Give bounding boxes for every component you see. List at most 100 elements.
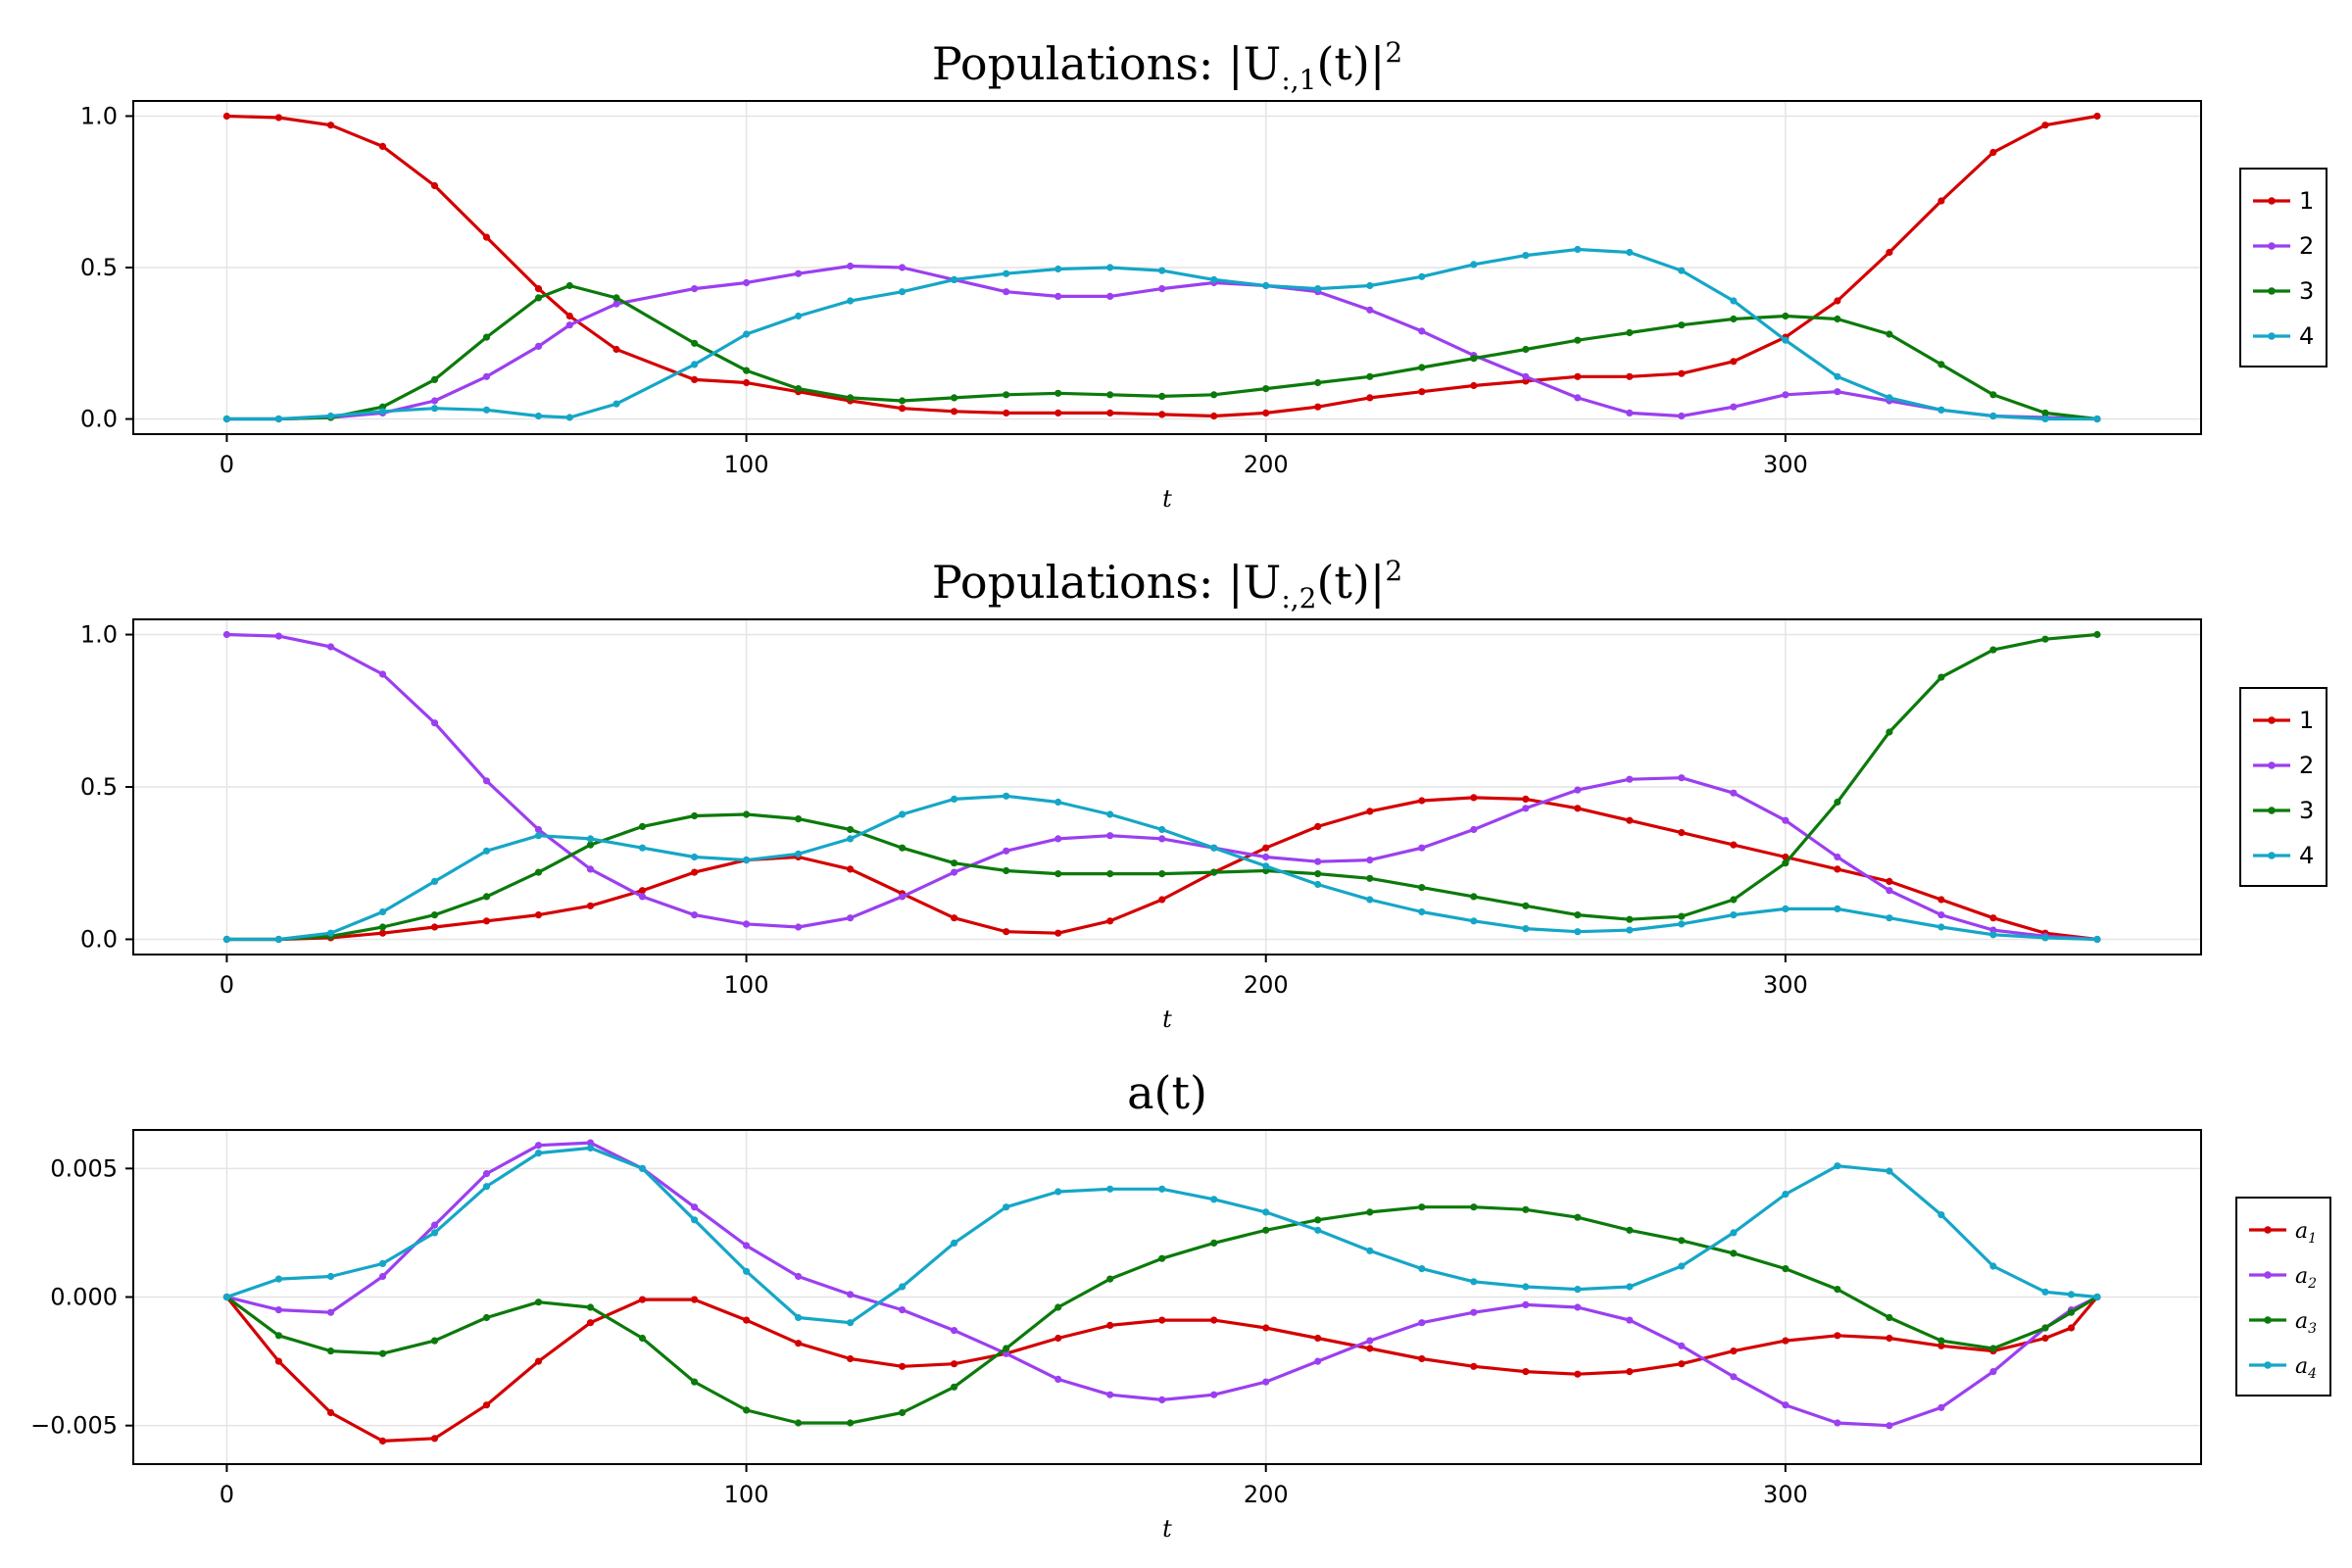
series-point	[951, 1239, 958, 1247]
series-point	[534, 285, 543, 293]
series-point	[1989, 148, 1997, 157]
series-point	[565, 414, 573, 421]
series-point	[222, 630, 230, 639]
series-point	[482, 406, 491, 414]
y-tick-label: 1.0	[80, 102, 118, 129]
series-point	[1158, 896, 1166, 904]
legend-label-4: 4	[2299, 322, 2314, 350]
series-point	[743, 367, 751, 374]
series-point	[326, 1308, 335, 1316]
series-point	[1626, 775, 1634, 783]
series-point	[482, 372, 491, 380]
y-tick-label: 0.005	[50, 1154, 118, 1182]
series-point	[1886, 330, 1893, 338]
series-point	[1937, 923, 1945, 931]
series-point	[482, 1183, 491, 1191]
series-point	[1937, 406, 1945, 414]
series-point	[1522, 345, 1530, 354]
series-point	[1210, 275, 1218, 283]
series-point	[1522, 252, 1530, 260]
series-point	[1574, 1370, 1582, 1378]
legend-label-2: a2	[2295, 1264, 2317, 1292]
series-point	[222, 935, 230, 944]
series-point	[691, 1378, 699, 1386]
series-point	[482, 1313, 491, 1322]
series-point	[1886, 1167, 1893, 1175]
series-point	[1626, 1368, 1634, 1376]
series-point	[1522, 1300, 1530, 1308]
series-point	[1886, 1422, 1893, 1430]
series-point	[2041, 1334, 2049, 1343]
series-point	[847, 394, 855, 402]
series-point	[1003, 1203, 1010, 1211]
series-point	[1834, 315, 1841, 323]
series-point	[1210, 1316, 1218, 1324]
series-point	[1678, 321, 1686, 329]
series-point	[1158, 1396, 1166, 1403]
series-point	[1210, 391, 1218, 399]
series-point	[1626, 816, 1634, 824]
series-point	[612, 300, 620, 308]
series-point	[1158, 285, 1166, 293]
series-point	[274, 1332, 282, 1340]
series-point	[2067, 1324, 2076, 1332]
series-point	[638, 887, 647, 895]
legend-marker	[2264, 1271, 2272, 1279]
series-point	[430, 1229, 439, 1237]
series-point	[1470, 381, 1478, 390]
series-point	[1418, 327, 1426, 335]
series-point	[1678, 1360, 1686, 1368]
series-point	[1366, 1247, 1374, 1254]
series-point	[691, 811, 699, 820]
series-point	[1937, 1403, 1945, 1411]
series-point	[1730, 789, 1738, 797]
series-point	[1937, 1342, 1945, 1349]
y-tick-label: 0.000	[50, 1284, 118, 1311]
series-point	[534, 1298, 543, 1306]
legend-label-1: a1	[2295, 1219, 2317, 1247]
series-point	[1522, 1205, 1530, 1213]
series-point	[1574, 1303, 1582, 1311]
series-point	[1989, 1262, 1997, 1270]
series-point	[2041, 635, 2049, 643]
series-point	[1678, 1262, 1686, 1270]
series-point	[1834, 388, 1841, 396]
series-point	[1574, 911, 1582, 919]
series-point	[1003, 391, 1010, 399]
series-line-1	[225, 1296, 2099, 1443]
series-point	[1262, 844, 1270, 852]
series-point	[1522, 372, 1530, 380]
series-point	[1366, 1337, 1374, 1345]
x-axis-label: t	[1162, 485, 1172, 513]
series-point	[1003, 288, 1010, 296]
series-point	[1054, 265, 1062, 273]
series-point	[899, 1408, 906, 1417]
series-point	[1782, 391, 1789, 399]
series-line-1	[226, 796, 2098, 942]
series-point	[1262, 853, 1270, 861]
series-point	[612, 294, 620, 302]
series-point	[1522, 902, 1530, 909]
series-point	[1782, 1401, 1789, 1409]
series-point	[1366, 306, 1374, 314]
series-point	[378, 408, 387, 416]
chart-title: Populations: |U:,1(t)|2	[932, 36, 1402, 96]
legend-label-2: 2	[2299, 752, 2314, 779]
x-tick-label: 100	[724, 451, 769, 478]
series-point	[1470, 825, 1478, 834]
series-point	[1626, 1226, 1634, 1234]
series-point	[378, 929, 387, 937]
series-point	[899, 288, 906, 296]
series-point	[638, 1296, 647, 1303]
chart-panel-1: 0 100 200 300 0.0 0.5 1.0 t Populations: |U:,1(t…	[80, 36, 2328, 513]
legend-marker	[2268, 242, 2276, 250]
series-point	[1730, 1250, 1738, 1257]
series-point	[1886, 248, 1893, 257]
series-point	[1054, 409, 1062, 416]
series-point	[691, 285, 699, 293]
x-tick-label: 300	[1763, 451, 1808, 478]
series-point	[1834, 865, 1841, 873]
y-tick-label: 0.0	[80, 925, 118, 953]
y-tick-label: −0.005	[30, 1412, 118, 1440]
series-point	[1158, 835, 1166, 843]
